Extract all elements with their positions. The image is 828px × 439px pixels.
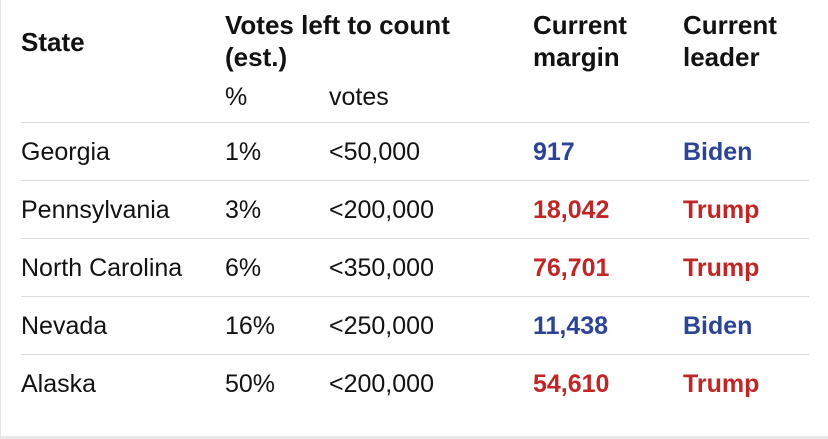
table-row: Nevada 16% <250,000 11,438 Biden <box>21 296 809 355</box>
votes-left: <200,000 <box>329 196 434 224</box>
margin: 917 <box>533 138 575 166</box>
table-row: Alaska 50% <200,000 54,610 Trump <box>21 354 809 413</box>
state-name: Nevada <box>21 312 108 340</box>
leader: Biden <box>683 312 753 340</box>
percent-left: 50% <box>225 370 276 398</box>
margin: 11,438 <box>533 312 609 340</box>
margin: 18,042 <box>533 196 610 224</box>
leader: Trump <box>683 196 760 224</box>
percent-left: 1% <box>225 138 262 166</box>
state-name: Alaska <box>21 370 97 398</box>
table-row: North Carolina 6% <350,000 76,701 Trump <box>21 238 809 297</box>
subheader-percent: % <box>225 83 248 111</box>
state-name: North Carolina <box>21 254 183 282</box>
margin: 76,701 <box>533 254 610 282</box>
margin: 54,610 <box>533 370 610 398</box>
header-votes-left: Votes left to count (est.) <box>225 10 450 72</box>
percent-left: 16% <box>225 312 276 340</box>
state-name: Georgia <box>21 138 110 166</box>
table-row: Pennsylvania 3% <200,000 18,042 Trump <box>21 180 809 239</box>
votes-left: <200,000 <box>329 370 434 398</box>
leader: Trump <box>683 370 760 398</box>
percent-left: 3% <box>225 196 262 224</box>
leader: Trump <box>683 254 760 282</box>
leader: Biden <box>683 138 753 166</box>
votes-left: <250,000 <box>329 312 434 340</box>
subheader-votes: votes <box>329 83 389 111</box>
header-leader: Current leader <box>683 10 777 72</box>
votes-left: <50,000 <box>329 138 421 166</box>
table-row: Georgia 1% <50,000 917 Biden <box>21 122 809 181</box>
votes-left: <350,000 <box>329 254 434 282</box>
header-margin: Current margin <box>533 10 627 72</box>
state-name: Pennsylvania <box>21 196 170 224</box>
header-state: State <box>21 27 85 57</box>
percent-left: 6% <box>225 254 262 282</box>
